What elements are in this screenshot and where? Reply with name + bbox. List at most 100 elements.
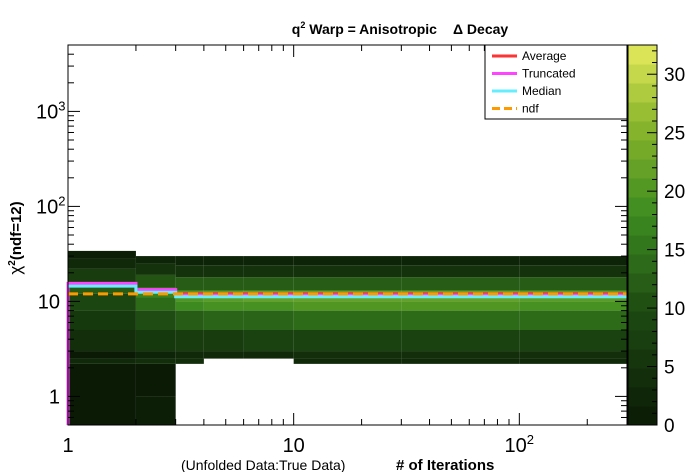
- y-axis-title-main: (ndf=12): [8, 201, 25, 260]
- y-axis-title-superscript: 2: [7, 260, 18, 266]
- chart-title-suffix: Δ Decay: [453, 21, 508, 37]
- colorbar-band: [628, 406, 657, 426]
- x-tick-label-base: 10: [505, 435, 527, 457]
- series-line-median: [68, 284, 627, 299]
- heatmap-cell: [519, 277, 627, 291]
- heatmap-cell: [203, 330, 244, 352]
- colorbar-tick-label: 10: [664, 299, 685, 320]
- heatmap-cell: [135, 297, 176, 311]
- heatmap-cell: [293, 256, 402, 266]
- heatmap-cell: [175, 277, 204, 291]
- heatmap-cell: [293, 351, 402, 359]
- colorbar-band: [628, 121, 657, 141]
- colorbar-ticks: 0 5 10 15 20 25 30: [647, 50, 685, 437]
- heatmap-cell: [519, 256, 627, 266]
- heatmap-cell: [135, 274, 176, 288]
- heatmap-cell: [401, 330, 520, 352]
- legend-label-average: Average: [522, 49, 567, 63]
- legend-label-truncated: Truncated: [522, 67, 576, 81]
- heatmap-cell: [203, 265, 244, 278]
- heatmap-cell: [135, 363, 176, 397]
- heatmap-cell: [203, 351, 244, 359]
- x-tick-label: 102: [505, 432, 534, 457]
- heatmap-cell: [175, 330, 204, 352]
- heatmap-cell: [203, 277, 244, 291]
- heatmap-cell: [293, 265, 402, 278]
- x-tick-label-exponent: 2: [527, 432, 534, 447]
- heatmap-cell: [243, 301, 294, 311]
- series-lines: [66, 281, 627, 425]
- heatmap-cell: [519, 301, 627, 311]
- x-tick-labels: 1 10 102: [62, 432, 534, 457]
- x-axis-note: (Unfolded Data:True Data): [181, 457, 345, 472]
- colorbar-band: [628, 273, 657, 293]
- y-tick-label: 10: [38, 291, 60, 313]
- heatmap-cell: [203, 256, 244, 266]
- colorbar-tick-label: 5: [664, 358, 675, 379]
- colorbar-band: [628, 368, 657, 388]
- colorbar-frame: [627, 44, 658, 426]
- heatmap-cell: [401, 358, 520, 364]
- heatmap-cell: [135, 330, 176, 352]
- heatmap-cell: [135, 310, 176, 330]
- heatmap-cell: [203, 310, 244, 330]
- y-tick-label-base: 10: [36, 101, 58, 123]
- heatmap-cell: [68, 268, 136, 283]
- heatmap-cell: [175, 301, 204, 311]
- heatmap-cell: [68, 310, 136, 330]
- heatmap-cell: [401, 301, 520, 311]
- x-tick-label-base: 10: [283, 435, 305, 457]
- heatmap-cell: [293, 301, 402, 311]
- y-tick-label-base: 10: [38, 291, 60, 313]
- heatmap-cell: [401, 310, 520, 330]
- colorbar-band: [628, 140, 657, 160]
- colorbar-band: [628, 178, 657, 198]
- colorbar-band: [628, 387, 657, 407]
- heatmap-cell: [519, 351, 627, 359]
- heatmap-cell: [293, 330, 402, 352]
- chart-title-main: Warp = Anisotropic: [305, 21, 437, 37]
- heatmap: [68, 250, 627, 425]
- colorbar-bands: [628, 45, 657, 426]
- colorbar-band: [628, 216, 657, 236]
- heatmap-cell: [293, 277, 402, 291]
- legend: Average Truncated Median ndf: [484, 44, 628, 120]
- colorbar-tick-label: 25: [664, 124, 685, 145]
- chart-title: q2 Warp = Anisotropic Δ Decay: [292, 20, 509, 37]
- heatmap-cell: [175, 351, 204, 359]
- y-tick-label-exponent: 2: [58, 193, 65, 208]
- heatmap-cell: [243, 310, 294, 330]
- heatmap-cell: [68, 351, 136, 359]
- colorbar-band: [628, 45, 657, 65]
- heatmap-cell: [401, 351, 520, 359]
- y-tick-label: 1: [49, 386, 60, 408]
- chart-title-superscript: 2: [300, 20, 305, 30]
- heatmap-cell: [519, 330, 627, 352]
- heatmap-cell: [68, 282, 136, 294]
- heatmap-cell: [175, 256, 204, 266]
- heatmap-cell: [135, 256, 176, 264]
- y-tick-label: 103: [36, 98, 65, 123]
- heatmap-cell: [401, 277, 520, 291]
- heatmap-cell: [243, 277, 294, 291]
- heatmap-cell: [519, 358, 627, 364]
- colorbar-band: [628, 292, 657, 312]
- heatmap-cell: [243, 256, 294, 266]
- colorbar-band: [628, 64, 657, 84]
- heatmap-cell: [135, 396, 176, 425]
- y-tick-label-exponent: 3: [58, 98, 65, 113]
- heatmap-cell: [243, 330, 294, 352]
- colorbar-band: [628, 311, 657, 331]
- y-tick-label-base: 10: [36, 196, 58, 218]
- heatmap-cell: [175, 358, 204, 364]
- colorbar-tick-label: 20: [664, 182, 685, 203]
- heatmap-cell: [203, 301, 244, 311]
- heatmap-cell: [293, 358, 402, 364]
- colorbar-band: [628, 254, 657, 274]
- heatmap-cell: [175, 310, 204, 330]
- colorbar-band: [628, 83, 657, 103]
- y-tick-label: 102: [36, 193, 65, 218]
- heatmap-cell: [68, 363, 136, 425]
- heatmap-cell: [68, 258, 136, 269]
